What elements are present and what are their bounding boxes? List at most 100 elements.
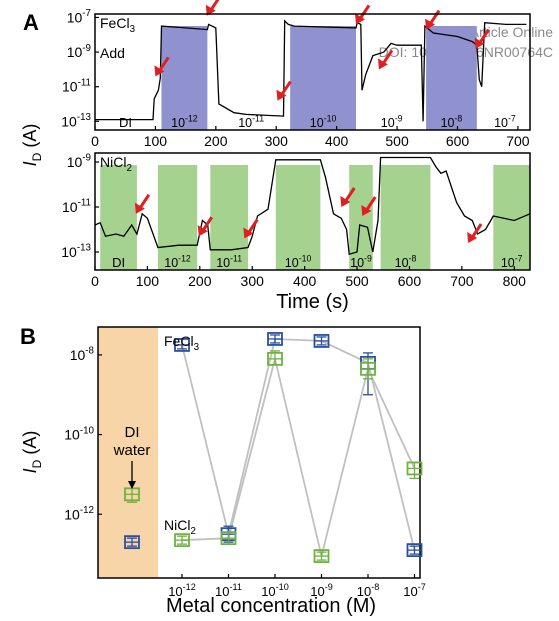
panel-A1-arrow-5-head xyxy=(425,18,436,30)
panel-B-point-blue-0 xyxy=(174,338,190,352)
panel-A2-segment-fill-0 xyxy=(100,165,137,270)
panel-B-ytick-label-0: 10-12 xyxy=(64,505,94,522)
panel-A1-arrow-6 xyxy=(474,28,490,49)
panel-A1-arrow-5 xyxy=(425,9,441,30)
panel-A1-ytick-label-1: 10-11 xyxy=(62,77,91,94)
panel-A1-ytick-label-2: 10-9 xyxy=(67,43,91,60)
panel-B-xtick-label-2: 10-10 xyxy=(261,582,289,599)
panel-A1-arrow-2 xyxy=(276,80,292,101)
panel-A1-arrow-4-head xyxy=(377,58,388,70)
panel-A1-xtick-label-2: 200 xyxy=(204,133,228,149)
panel-B-point-green-4 xyxy=(360,358,376,380)
panel-A1-segment-label-4: 10-9 xyxy=(381,113,403,130)
panel-B-ylabel: ID (A) xyxy=(20,431,44,474)
panel-A2-arrow-5-head xyxy=(467,232,478,243)
panel-A2-arrow-2-head xyxy=(243,227,254,239)
panel-B-panel-label: B xyxy=(20,324,36,349)
panel-A1-xtick-label-3: 300 xyxy=(265,133,289,149)
panel-A2-xtick-label-8: 800 xyxy=(503,273,527,289)
panel-B-label-green: NiCl2 xyxy=(164,517,196,537)
panel-A2-xtick-label-1: 100 xyxy=(136,273,160,289)
panel-A2-arrow-3 xyxy=(340,187,356,207)
panel-B-label-blue: FeCl3 xyxy=(164,333,200,353)
panel-A1-segment-label-2: 10-11 xyxy=(238,113,264,130)
panel-A1-segment-label-6: 10-7 xyxy=(494,113,516,130)
panel-A1-panel-label: A xyxy=(23,10,39,35)
panel-B-point-green-0 xyxy=(174,533,190,548)
panel-A1-xtick-label-6: 600 xyxy=(446,133,470,149)
panel-B-ytick-label-2: 10-8 xyxy=(70,346,95,363)
panel-A2-ytick-label-0: 10-13 xyxy=(61,243,91,260)
panel-A1-legend: FeCl3 xyxy=(100,15,136,35)
panel-A1-segment-fill-3 xyxy=(290,26,356,130)
panel-B-point-green-di xyxy=(124,487,140,503)
panel-A2-segment-label-4: 10-9 xyxy=(350,253,372,270)
panel-A2-segment-label-5: 10-8 xyxy=(395,253,417,270)
panel-A2-xtick-label-6: 600 xyxy=(398,273,422,289)
panel-A2-arrow-4-head xyxy=(361,205,372,216)
panel-A1-add-label: Add xyxy=(100,45,125,61)
panel-A1-segment-label-1: 10-12 xyxy=(171,113,198,130)
panel-A2-frame xyxy=(94,152,531,271)
panel-A2-xtick-label-0: 0 xyxy=(91,273,99,289)
panel-A2-xtick-label-7: 700 xyxy=(450,273,474,289)
panel-B-point-blue-di xyxy=(124,535,140,550)
panel-A1-arrow-3-head xyxy=(355,13,365,25)
panel-A2-segment-fill-5 xyxy=(380,165,431,270)
panel-A2-xtick-label-4: 400 xyxy=(293,273,317,289)
panel-B-di-arrow-head xyxy=(128,481,136,489)
panel-B-water-label: water xyxy=(113,442,151,459)
panel-A1-arrow-0-head xyxy=(154,65,165,77)
panel-A2-arrow-4 xyxy=(361,196,377,216)
panel-A1-xtick-label-1: 100 xyxy=(144,133,168,149)
panel-A2-arrow-5 xyxy=(467,223,483,243)
panel-A-ylabel: ID (A) xyxy=(20,124,44,167)
panel-A1-arrow-2-head xyxy=(276,89,287,101)
panel-A1-segment-label-5: 10-8 xyxy=(441,113,463,130)
panel-A1-ytick-label-3: 10-7 xyxy=(67,8,91,25)
panel-A1-ytick-label-0: 10-13 xyxy=(61,112,91,129)
panel-A1-segment-fill-5 xyxy=(426,26,477,130)
panel-A1-arrow-4 xyxy=(377,49,394,70)
panel-A1-xtick-label-0: 0 xyxy=(91,133,99,149)
panel-B-point-green-1 xyxy=(220,531,237,546)
panel-A2-arrow-1 xyxy=(197,216,214,237)
panel-A2-segment-fill-4 xyxy=(349,165,373,270)
panel-A2-segment-label-1: 10-12 xyxy=(164,253,191,270)
panel-A2-segment-label-0: DI xyxy=(112,255,125,270)
panel-B-point-blue-3 xyxy=(313,334,330,348)
panel-A1-xtick-label-5: 500 xyxy=(385,133,409,149)
panel-A2-segment-fill-2 xyxy=(210,165,249,270)
panel-B-di-label: DI xyxy=(125,424,140,441)
panel-A1-frame xyxy=(94,13,531,131)
panel-A2-arrow-0 xyxy=(134,193,151,214)
panel-B-point-green-5 xyxy=(406,461,423,480)
panel-A2-arrow-2 xyxy=(243,218,259,239)
panel-A2-xtick-label-5: 500 xyxy=(345,273,369,289)
panel-A1-arrow-6-head xyxy=(474,37,485,49)
panel-A2-xlabel: Time (s) xyxy=(276,291,349,313)
panel-B-connector-blue xyxy=(181,338,416,551)
panel-B-point-green-3 xyxy=(313,549,330,563)
panel-B-point-blue-5 xyxy=(406,543,423,558)
panel-A1-arrow-1 xyxy=(205,0,220,16)
panel-A1-arrow-3 xyxy=(355,4,371,25)
panel-B-ytick-label-1: 10-10 xyxy=(64,425,94,442)
panel-B-connector-green xyxy=(181,358,416,557)
panel-A2-segment-label-3: 10-10 xyxy=(285,253,312,270)
panel-A1-xtick-label-4: 400 xyxy=(325,133,349,149)
panel-A2-segment-label-2: 10-11 xyxy=(216,253,242,270)
panel-B-point-green-2 xyxy=(267,350,283,366)
panel-A2-xtick-label-3: 300 xyxy=(241,273,265,289)
panel-A2-arrow-3-head xyxy=(340,196,351,207)
panel-B-point-blue-2 xyxy=(267,332,283,346)
panel-B-xtick-label-3: 10-9 xyxy=(310,582,333,599)
panel-A1-xtick-label-7: 700 xyxy=(506,133,530,149)
panel-A2-legend: NiCl2 xyxy=(100,154,132,174)
panel-A1-segment-fill-1 xyxy=(161,26,208,130)
panel-A2-segment-fill-3 xyxy=(275,165,321,270)
panel-B-xlabel: Metal concentration (M) xyxy=(166,595,376,617)
panel-B-xtick-label-5: 10-7 xyxy=(403,582,426,599)
panel-A2-arrow-1-head xyxy=(197,225,208,237)
